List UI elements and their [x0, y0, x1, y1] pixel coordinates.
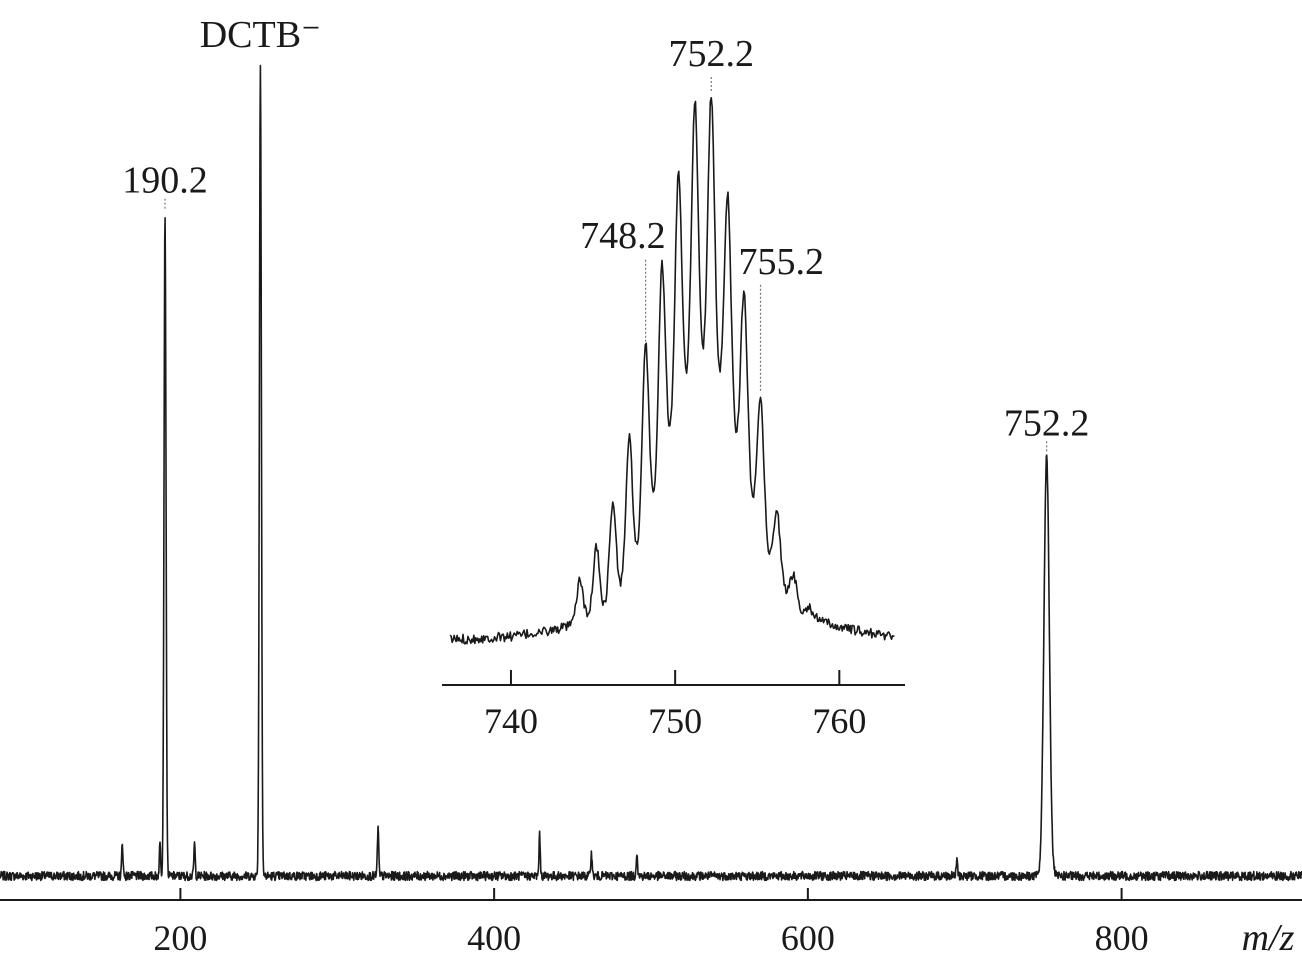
inset-peak-label: 748.2: [580, 215, 666, 257]
inset-spectrum-trace: [449, 97, 895, 645]
inset-x-tick-label: 760: [812, 701, 866, 741]
inset-peak-label: 755.2: [739, 241, 825, 283]
main-spectrum-trace: [0, 64, 1302, 882]
inset-x-tick-label: 740: [484, 701, 538, 741]
x-tick-label: 600: [781, 918, 835, 958]
x-axis-label: m/z: [1242, 917, 1295, 959]
x-tick-label: 800: [1095, 918, 1149, 958]
x-tick-label: 400: [467, 918, 521, 958]
x-tick-label: 200: [153, 918, 207, 958]
peak-label: 190.2: [122, 160, 208, 202]
main-spectrum-panel: 200 400 600 800 190.2 DCTB⁻ 752.2: [0, 14, 1302, 958]
peak-label: 752.2: [1004, 402, 1090, 444]
inset-x-tick-label: 750: [648, 701, 702, 741]
inset-peak-label: 752.2: [669, 33, 755, 75]
peak-label: DCTB⁻: [200, 14, 321, 56]
inset-isotope-panel: 740 750 760 748.2 752.2 755.2: [442, 33, 905, 741]
